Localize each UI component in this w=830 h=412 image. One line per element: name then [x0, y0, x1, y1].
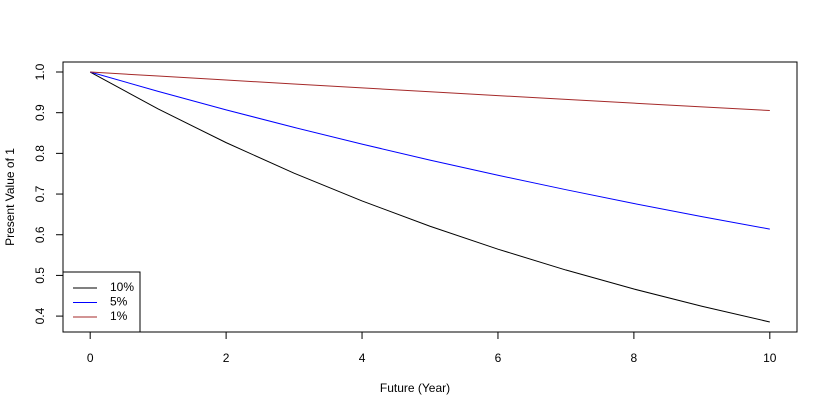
y-tick-label: 0.4 [33, 307, 47, 324]
y-tick-label: 1.0 [33, 63, 47, 80]
series-line [90, 71, 770, 230]
x-tick-label: 4 [359, 351, 366, 365]
y-tick-label: 0.8 [33, 145, 47, 162]
x-tick-label: 8 [631, 351, 638, 365]
y-tick-label: 0.7 [33, 185, 47, 202]
y-tick-label: 0.5 [33, 267, 47, 284]
legend-label: 10% [110, 280, 134, 294]
y-axis-label: Present Value of 1 [3, 148, 17, 246]
x-tick-label: 10 [763, 351, 777, 365]
legend-label: 5% [110, 295, 128, 309]
x-tick-label: 0 [87, 351, 94, 365]
y-tick-label: 0.9 [33, 104, 47, 121]
series-line [89, 71, 770, 323]
series-line [90, 71, 770, 112]
x-axis-label: Future (Year) [380, 381, 450, 395]
x-tick-label: 6 [495, 351, 502, 365]
legend-label: 1% [110, 309, 128, 323]
x-tick-label: 2 [223, 351, 230, 365]
plot-frame [62, 61, 798, 333]
y-tick-label: 0.6 [33, 226, 47, 243]
